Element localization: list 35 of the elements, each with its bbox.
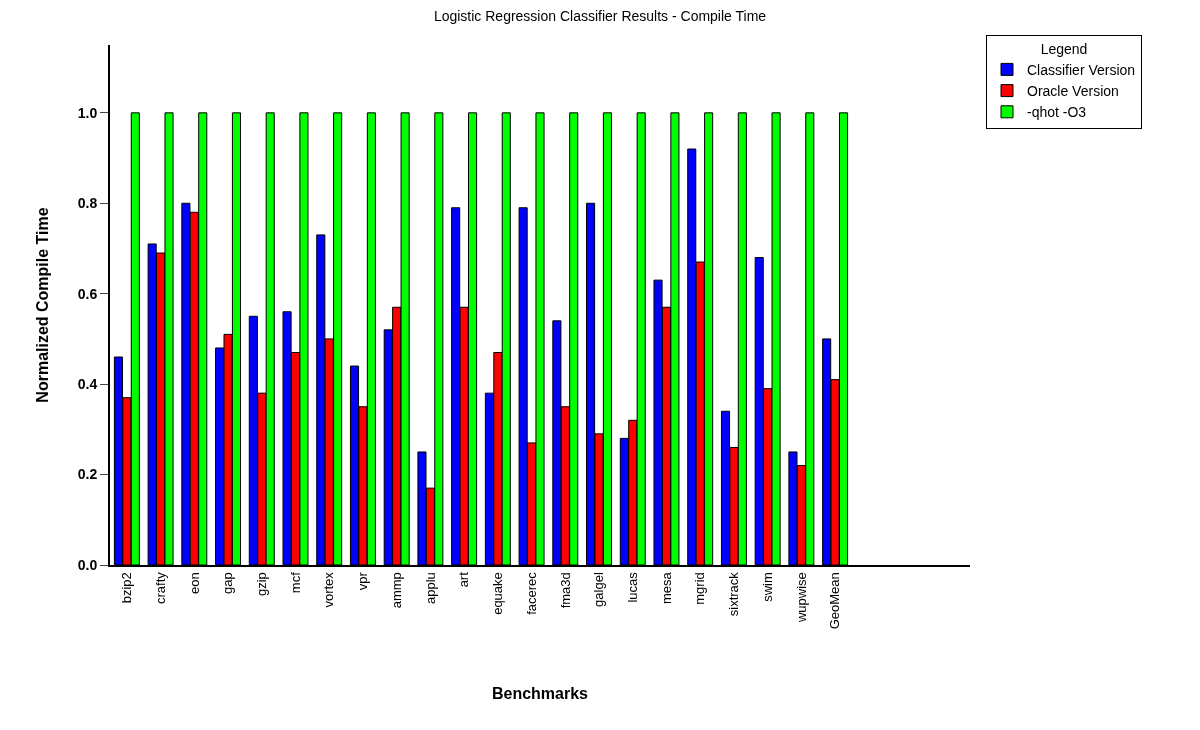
y-tick-label: 0.8 <box>77 195 98 212</box>
x-tick-label: GeoMean <box>827 572 843 630</box>
x-tick-label: bzip2 <box>119 572 135 604</box>
x-tick-label: vortex <box>321 571 337 608</box>
y-tick-label: 0.6 <box>77 285 98 302</box>
x-tick-label: galgel <box>591 572 607 607</box>
y-tick-label: 0.4 <box>77 376 98 393</box>
y-tick-label: 1.0 <box>77 104 98 121</box>
x-tick-label: wupwise <box>793 572 809 624</box>
x-axis-title: Benchmarks <box>491 685 589 703</box>
x-tick-label: eon <box>186 572 202 594</box>
x-tick-label: swim <box>759 572 775 602</box>
x-tick-label: equake <box>490 572 506 615</box>
x-tick-label: art <box>456 571 472 588</box>
legend-title: Legend <box>1040 40 1088 57</box>
y-tick-label: 0.0 <box>77 556 98 573</box>
x-tick-label: applu <box>422 572 438 605</box>
legend-label: Classifier Version <box>1027 61 1136 78</box>
x-tick-label: mgrid <box>692 572 708 605</box>
x-tick-label: gap <box>220 572 236 594</box>
legend-label: -qhot -O3 <box>1027 104 1087 121</box>
x-tick-label: facerec <box>523 571 539 615</box>
legend-label: Oracle Version <box>1027 83 1119 100</box>
x-tick-label: gzip <box>253 572 269 597</box>
x-tick-label: mcf <box>287 571 303 594</box>
x-tick-label: fma3d <box>557 572 573 609</box>
y-tick-label: 0.2 <box>77 466 98 483</box>
chart-title: Logistic Regression Classifier Results - Compile Time <box>433 7 767 24</box>
x-tick-label: sixtrack <box>726 571 742 617</box>
x-tick-label: ammp <box>388 572 404 609</box>
x-tick-label: vpr <box>355 571 371 591</box>
x-tick-label: crafty <box>152 571 168 604</box>
y-axis-title: Normalized Compile Time <box>34 207 52 403</box>
x-tick-label: mesa <box>658 571 674 604</box>
x-tick-label: lucas <box>624 571 640 603</box>
